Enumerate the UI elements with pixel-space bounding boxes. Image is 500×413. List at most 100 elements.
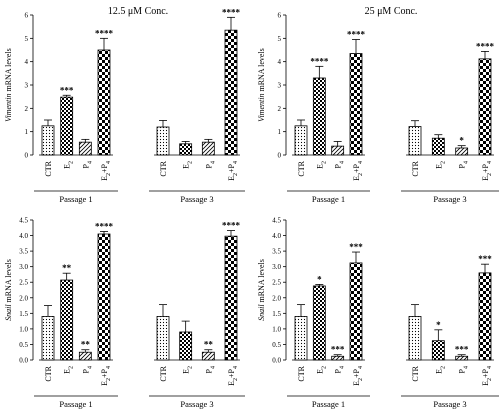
y-tick-label: 4.5 [19,217,28,225]
x-category-label: P4 [458,366,470,373]
bar [294,316,308,361]
group-label: Passage 1 [312,399,345,409]
x-category-label: E2 [315,366,327,374]
significance-label: **** [222,221,241,231]
x-category-label: P4 [204,161,216,168]
y-tick-label: 1.5 [19,310,28,318]
bar [312,77,326,156]
bar [294,125,308,156]
x-category-label: E2+P4 [227,366,239,386]
panel-title: 25 μM Conc. [365,6,418,17]
significance-label: *** [478,254,492,264]
x-category-label: P4 [204,366,216,373]
bar [179,331,193,361]
y-tick-label: 2.0 [272,294,281,302]
bar [41,125,55,156]
group-label: Passage 1 [59,399,92,409]
y-tick-label: 0.0 [19,357,28,365]
y-tick-label: 3 [278,82,282,90]
x-category-label: E2 [63,161,75,169]
x-category-label: E2 [63,366,75,374]
bar [60,279,74,361]
bar [156,126,170,156]
bar [455,147,469,156]
significance-label: **** [476,41,495,51]
x-category-label: CTR [159,365,168,381]
bar [431,137,445,156]
y-tick-label: 6 [278,12,282,20]
significance-label: **** [95,28,114,38]
y-tick-label: 4 [25,58,29,66]
y-tick-label: 2 [278,105,282,113]
y-tick-label: 4.0 [19,232,28,240]
x-category-label: E2+P4 [227,161,239,181]
x-category-label: E2 [182,366,194,374]
bar [312,285,326,361]
y-tick-label: 2 [25,105,29,113]
significance-label: ** [62,263,72,273]
y-tick-label: 6 [25,12,29,20]
bar [224,235,238,361]
x-category-label: E2 [434,366,446,374]
y-axis-label-gene: Vimentin [257,94,266,122]
significance-label: **** [222,7,241,17]
bar [349,262,363,361]
significance-label: * [459,136,464,146]
bar [179,143,193,156]
significance-label: * [317,274,322,284]
x-category-label: CTR [44,160,53,176]
group-label: Passage 3 [433,194,466,204]
y-axis-label-gene: Snail [257,304,266,321]
y-tick-label: 0 [278,152,282,160]
x-category-label: E2 [434,161,446,169]
significance-label: *** [60,85,74,95]
y-tick-label: 4 [278,58,282,66]
significance-label: *** [331,345,345,355]
y-tick-label: 1.0 [272,325,281,333]
x-category-label: CTR [297,160,306,176]
bar [349,53,363,156]
y-tick-label: 5 [25,35,29,43]
y-tick-label: 3 [25,82,29,90]
y-tick-label: 1 [278,128,282,136]
significance-label: ** [81,340,91,350]
bar [201,351,215,361]
significance-label: **** [347,30,366,40]
x-category-label: P4 [458,161,470,168]
bar [97,233,111,361]
y-tick-label: 0.5 [272,341,281,349]
x-category-label: CTR [297,365,306,381]
y-tick-label: 2.5 [19,279,28,287]
significance-label: *** [349,242,363,252]
significance-label: ** [204,340,214,350]
y-axis-label-gene: Snail [4,304,13,321]
x-category-label: P4 [334,366,346,373]
y-axis-label-unit: mRNA levels [4,48,13,93]
y-tick-label: 0 [25,152,29,160]
y-tick-label: 3.5 [19,248,28,256]
y-tick-label: 0.0 [272,357,281,365]
group-label: Passage 1 [312,194,345,204]
significance-label: **** [95,222,114,232]
bar [331,145,345,156]
bar [224,29,238,156]
bar [408,126,422,156]
y-tick-label: 0.5 [19,341,28,349]
y-tick-label: 2.0 [19,294,28,302]
bar [41,316,55,361]
bar [78,141,92,156]
significance-label: * [436,320,441,330]
x-category-label: P4 [81,161,93,168]
group-label: Passage 1 [59,194,92,204]
x-category-label: CTR [159,160,168,176]
bar [331,355,345,361]
x-category-label: CTR [411,160,420,176]
y-tick-label: 5 [278,35,282,43]
y-axis-label-unit: mRNA levels [4,259,13,304]
group-label: Passage 3 [433,399,466,409]
x-category-label: P4 [334,161,346,168]
x-category-label: P4 [81,366,93,373]
bar [201,141,215,156]
group-label: Passage 3 [180,399,213,409]
